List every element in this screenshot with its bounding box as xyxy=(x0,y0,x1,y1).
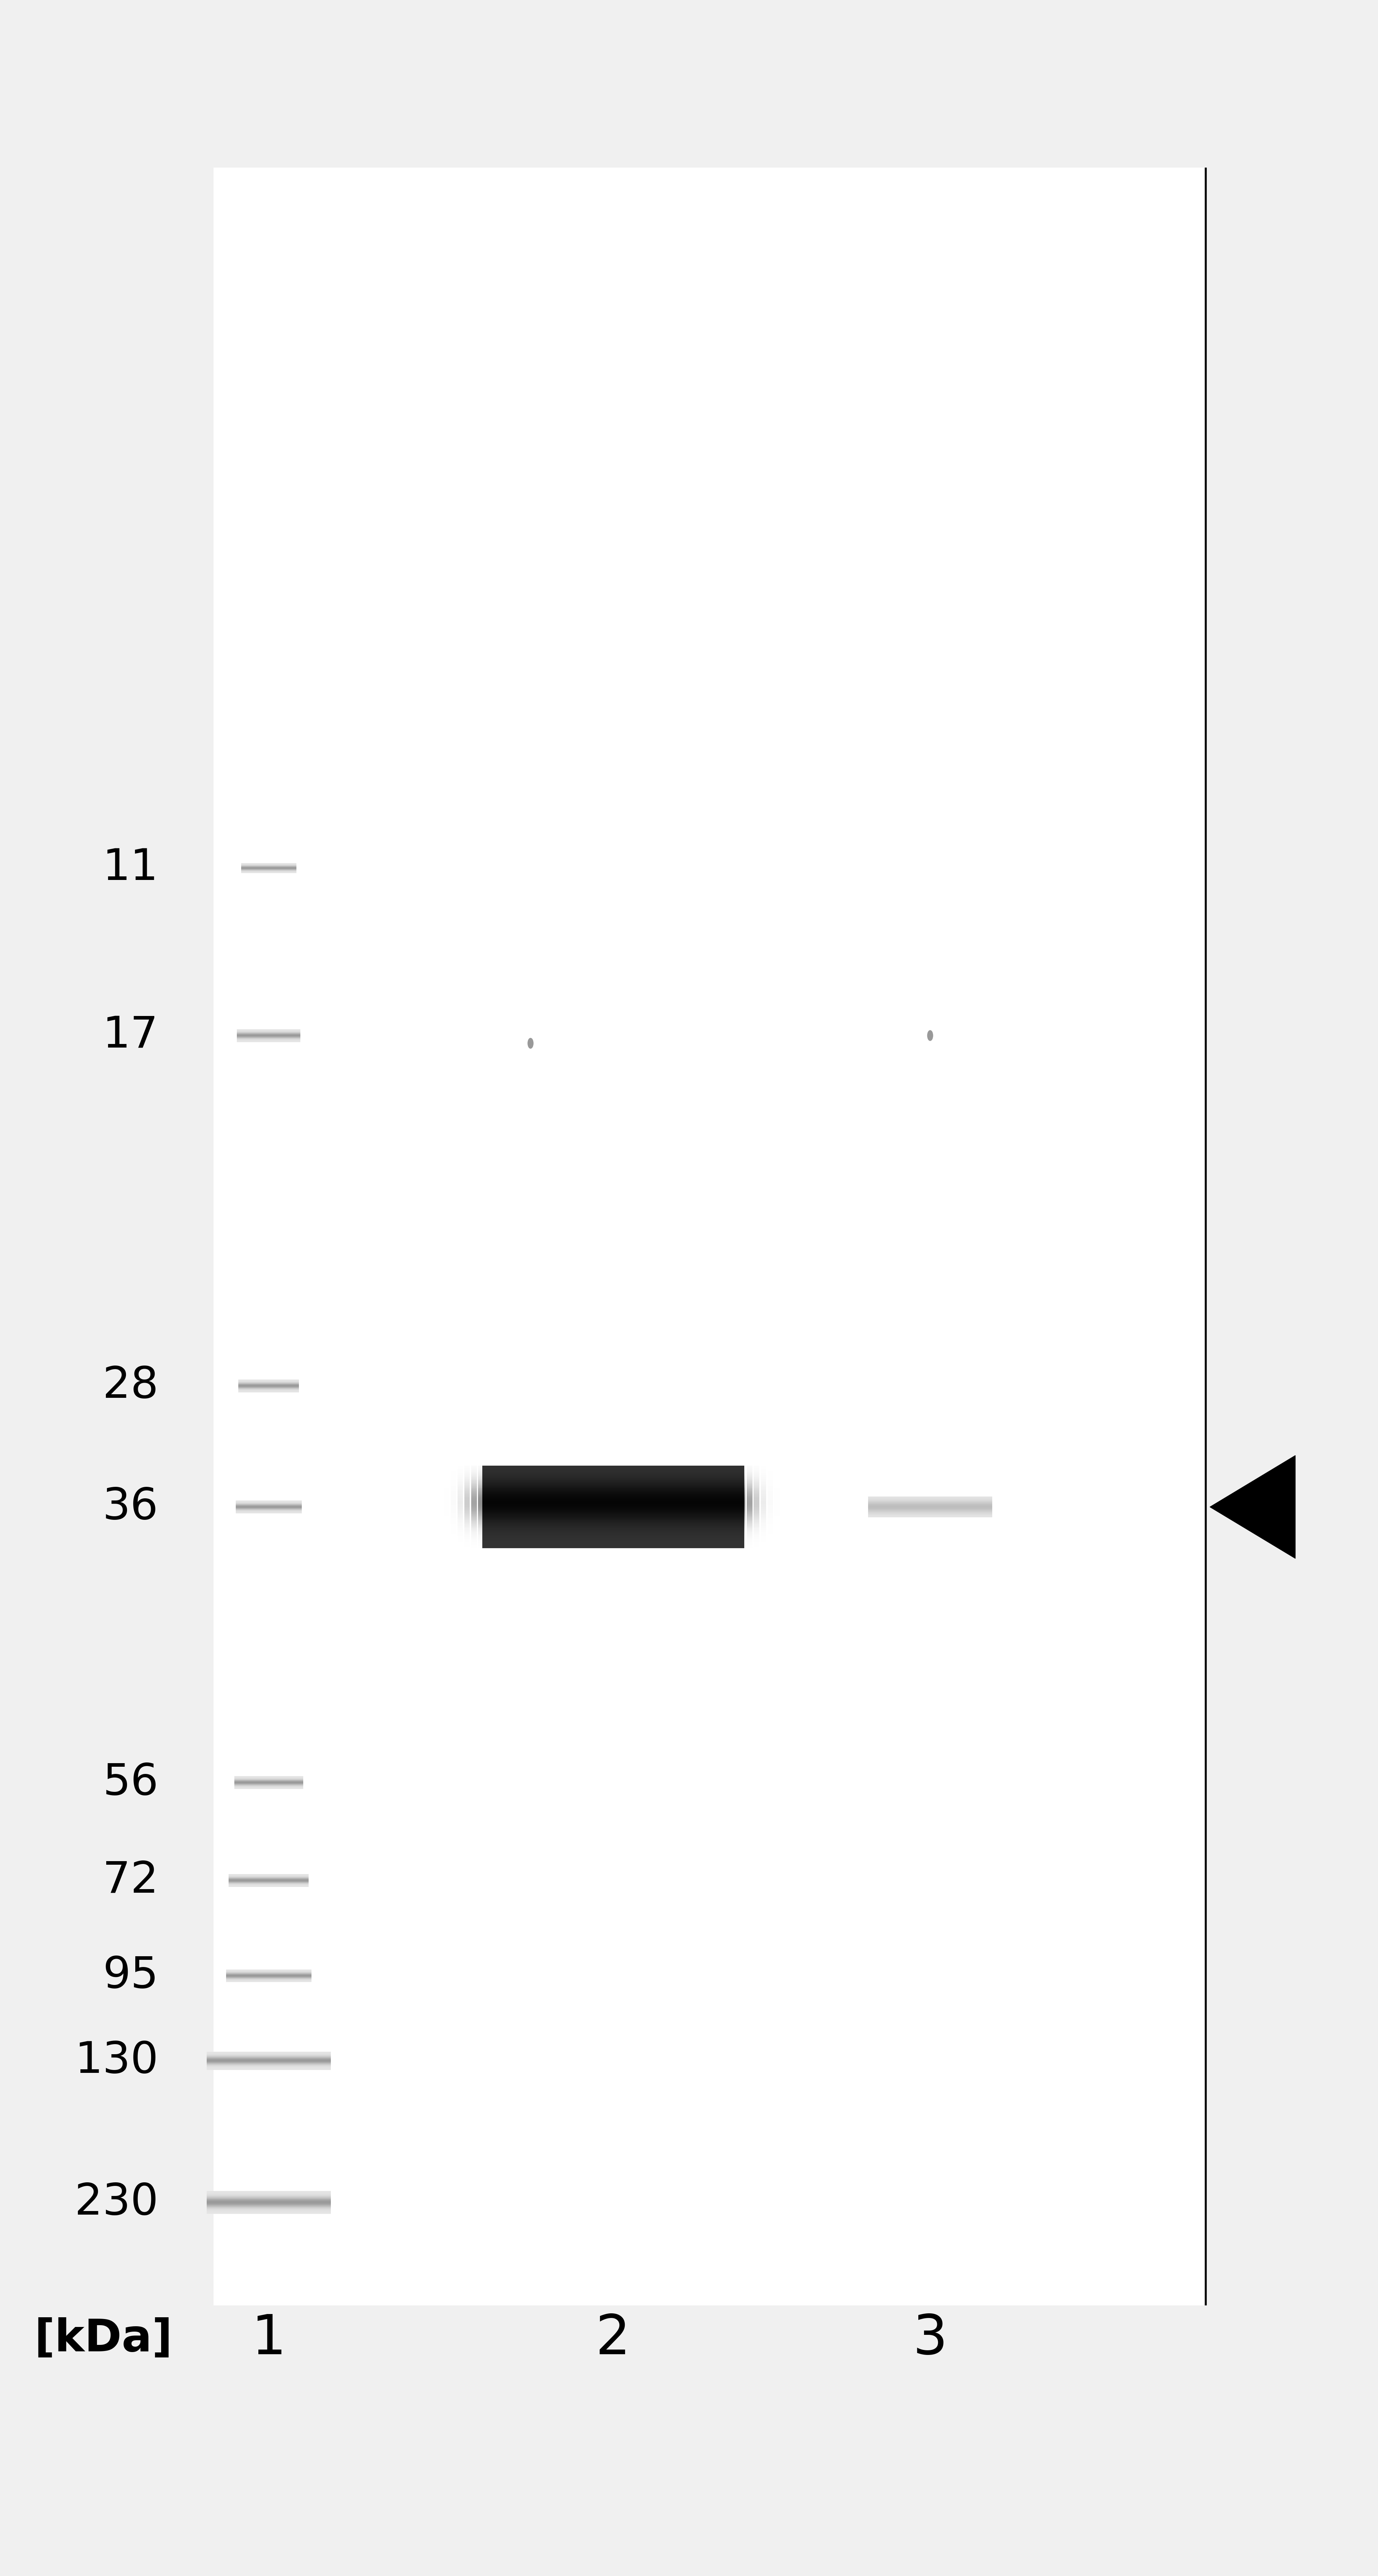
Text: 11: 11 xyxy=(103,848,158,889)
Text: 130: 130 xyxy=(74,2040,158,2081)
Text: 2: 2 xyxy=(595,2313,631,2365)
Text: 230: 230 xyxy=(74,2182,158,2223)
Text: 3: 3 xyxy=(912,2313,948,2365)
Text: 95: 95 xyxy=(103,1955,158,1996)
Text: [kDa]: [kDa] xyxy=(34,2318,172,2360)
Text: 1: 1 xyxy=(251,2313,287,2365)
Circle shape xyxy=(528,1038,533,1048)
Text: 72: 72 xyxy=(102,1860,158,1901)
Text: 17: 17 xyxy=(103,1015,158,1056)
FancyBboxPatch shape xyxy=(214,167,1206,2306)
Text: 28: 28 xyxy=(102,1365,158,1406)
Circle shape xyxy=(927,1030,933,1041)
Polygon shape xyxy=(1210,1455,1295,1558)
Text: 36: 36 xyxy=(103,1486,158,1528)
Text: 56: 56 xyxy=(103,1762,158,1803)
